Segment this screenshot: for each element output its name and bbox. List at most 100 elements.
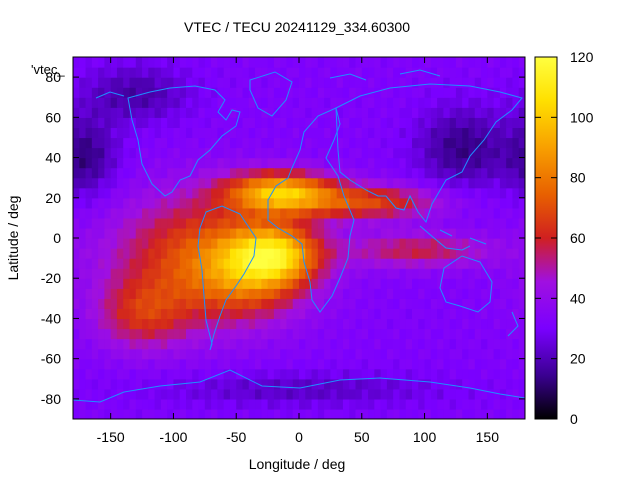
heatmap-cell: [148, 87, 156, 98]
heatmap-cell: [286, 388, 294, 400]
heatmap-cell: [79, 388, 87, 400]
heatmap-cell: [424, 318, 432, 330]
heatmap-cell: [299, 197, 306, 209]
heatmap-cell: [305, 167, 313, 179]
heatmap-cell: [248, 248, 256, 259]
heatmap-cell: [273, 248, 281, 259]
heatmap-cell: [186, 127, 193, 139]
heatmap-cell: [506, 398, 514, 410]
heatmap-cell: [317, 137, 325, 149]
heatmap-cell: [160, 67, 168, 78]
heatmap-cell: [342, 288, 350, 299]
heatmap-cell: [336, 388, 344, 400]
heatmap-cell: [311, 97, 319, 108]
heatmap-cell: [116, 157, 124, 169]
heatmap-cell: [462, 298, 470, 309]
heatmap-cell: [336, 167, 344, 179]
heatmap-cell: [518, 57, 525, 68]
heatmap-cell: [85, 187, 93, 199]
heatmap-cell: [236, 97, 244, 108]
heatmap-cell: [305, 147, 313, 159]
heatmap-cell: [98, 67, 105, 78]
heatmap-cell: [443, 238, 451, 249]
heatmap-cell: [248, 238, 256, 249]
heatmap-cell: [186, 338, 193, 350]
heatmap-cell: [236, 348, 244, 360]
heatmap-cell: [430, 278, 438, 289]
heatmap-cell: [154, 388, 162, 400]
heatmap-cell: [361, 227, 369, 239]
heatmap-cell: [317, 408, 325, 419]
heatmap-cell: [462, 197, 470, 209]
heatmap-cell: [79, 207, 87, 219]
heatmap-cell: [273, 217, 281, 229]
heatmap-cell: [267, 308, 275, 320]
heatmap-cell: [487, 298, 495, 309]
heatmap-cell: [173, 227, 181, 239]
heatmap-cell: [518, 248, 525, 259]
heatmap-cell: [192, 298, 200, 309]
heatmap-cell: [449, 368, 457, 380]
heatmap-cell: [412, 308, 419, 320]
heatmap-cell: [280, 217, 288, 229]
heatmap-cell: [135, 227, 143, 239]
heatmap-cell: [330, 127, 338, 139]
heatmap-cell: [204, 147, 212, 159]
heatmap-cell: [349, 388, 357, 400]
heatmap-cell: [412, 157, 419, 169]
heatmap-cell: [324, 238, 331, 249]
heatmap-cell: [499, 187, 507, 199]
colorbar-tick-label: 20: [570, 351, 586, 367]
heatmap-cell: [399, 157, 407, 169]
heatmap-cell: [148, 378, 156, 390]
heatmap-cell: [116, 348, 124, 360]
heatmap-cell: [437, 318, 444, 330]
heatmap-cell: [393, 77, 401, 88]
heatmap-cell: [374, 107, 382, 118]
heatmap-cell: [116, 127, 124, 139]
heatmap-cell: [512, 248, 520, 259]
heatmap-cell: [104, 318, 112, 330]
heatmap-cell: [236, 57, 244, 68]
heatmap-cell: [418, 77, 426, 88]
heatmap-cell: [424, 268, 432, 279]
heatmap-cell: [437, 388, 444, 400]
y-tick-label: 20: [45, 190, 61, 206]
heatmap-cell: [512, 358, 520, 370]
heatmap-cell: [506, 117, 514, 128]
heatmap-cell: [123, 127, 131, 139]
heatmap-cell: [116, 167, 124, 179]
heatmap-cell: [317, 248, 325, 259]
heatmap-cell: [154, 137, 162, 149]
heatmap-cell: [336, 97, 344, 108]
heatmap-cell: [462, 288, 470, 299]
heatmap-cell: [198, 177, 206, 189]
heatmap-cell: [317, 348, 325, 360]
heatmap-cell: [116, 117, 124, 128]
heatmap-cell: [242, 147, 250, 159]
heatmap-cell: [79, 278, 87, 289]
heatmap-cell: [336, 67, 344, 78]
heatmap-cell: [437, 107, 444, 118]
heatmap-cell: [211, 187, 218, 199]
heatmap-cell: [292, 328, 300, 340]
heatmap-cell: [468, 77, 476, 88]
heatmap-cell: [481, 358, 488, 370]
heatmap-cell: [85, 348, 93, 360]
heatmap-cell: [98, 57, 105, 68]
heatmap-cell: [255, 107, 262, 118]
heatmap-cell: [192, 207, 200, 219]
heatmap-cell: [361, 147, 369, 159]
heatmap-cell: [79, 197, 87, 209]
heatmap-cell: [229, 197, 237, 209]
x-axis-label: Longitude / deg: [249, 456, 346, 472]
heatmap-cell: [368, 358, 375, 370]
heatmap-cell: [129, 348, 137, 360]
heatmap-cell: [154, 97, 162, 108]
heatmap-cell: [179, 408, 187, 419]
heatmap-cell: [211, 358, 218, 370]
y-tick-label: 0: [53, 230, 61, 246]
heatmap-cell: [154, 398, 162, 410]
heatmap-cell: [255, 368, 262, 380]
heatmap-cell: [292, 238, 300, 249]
